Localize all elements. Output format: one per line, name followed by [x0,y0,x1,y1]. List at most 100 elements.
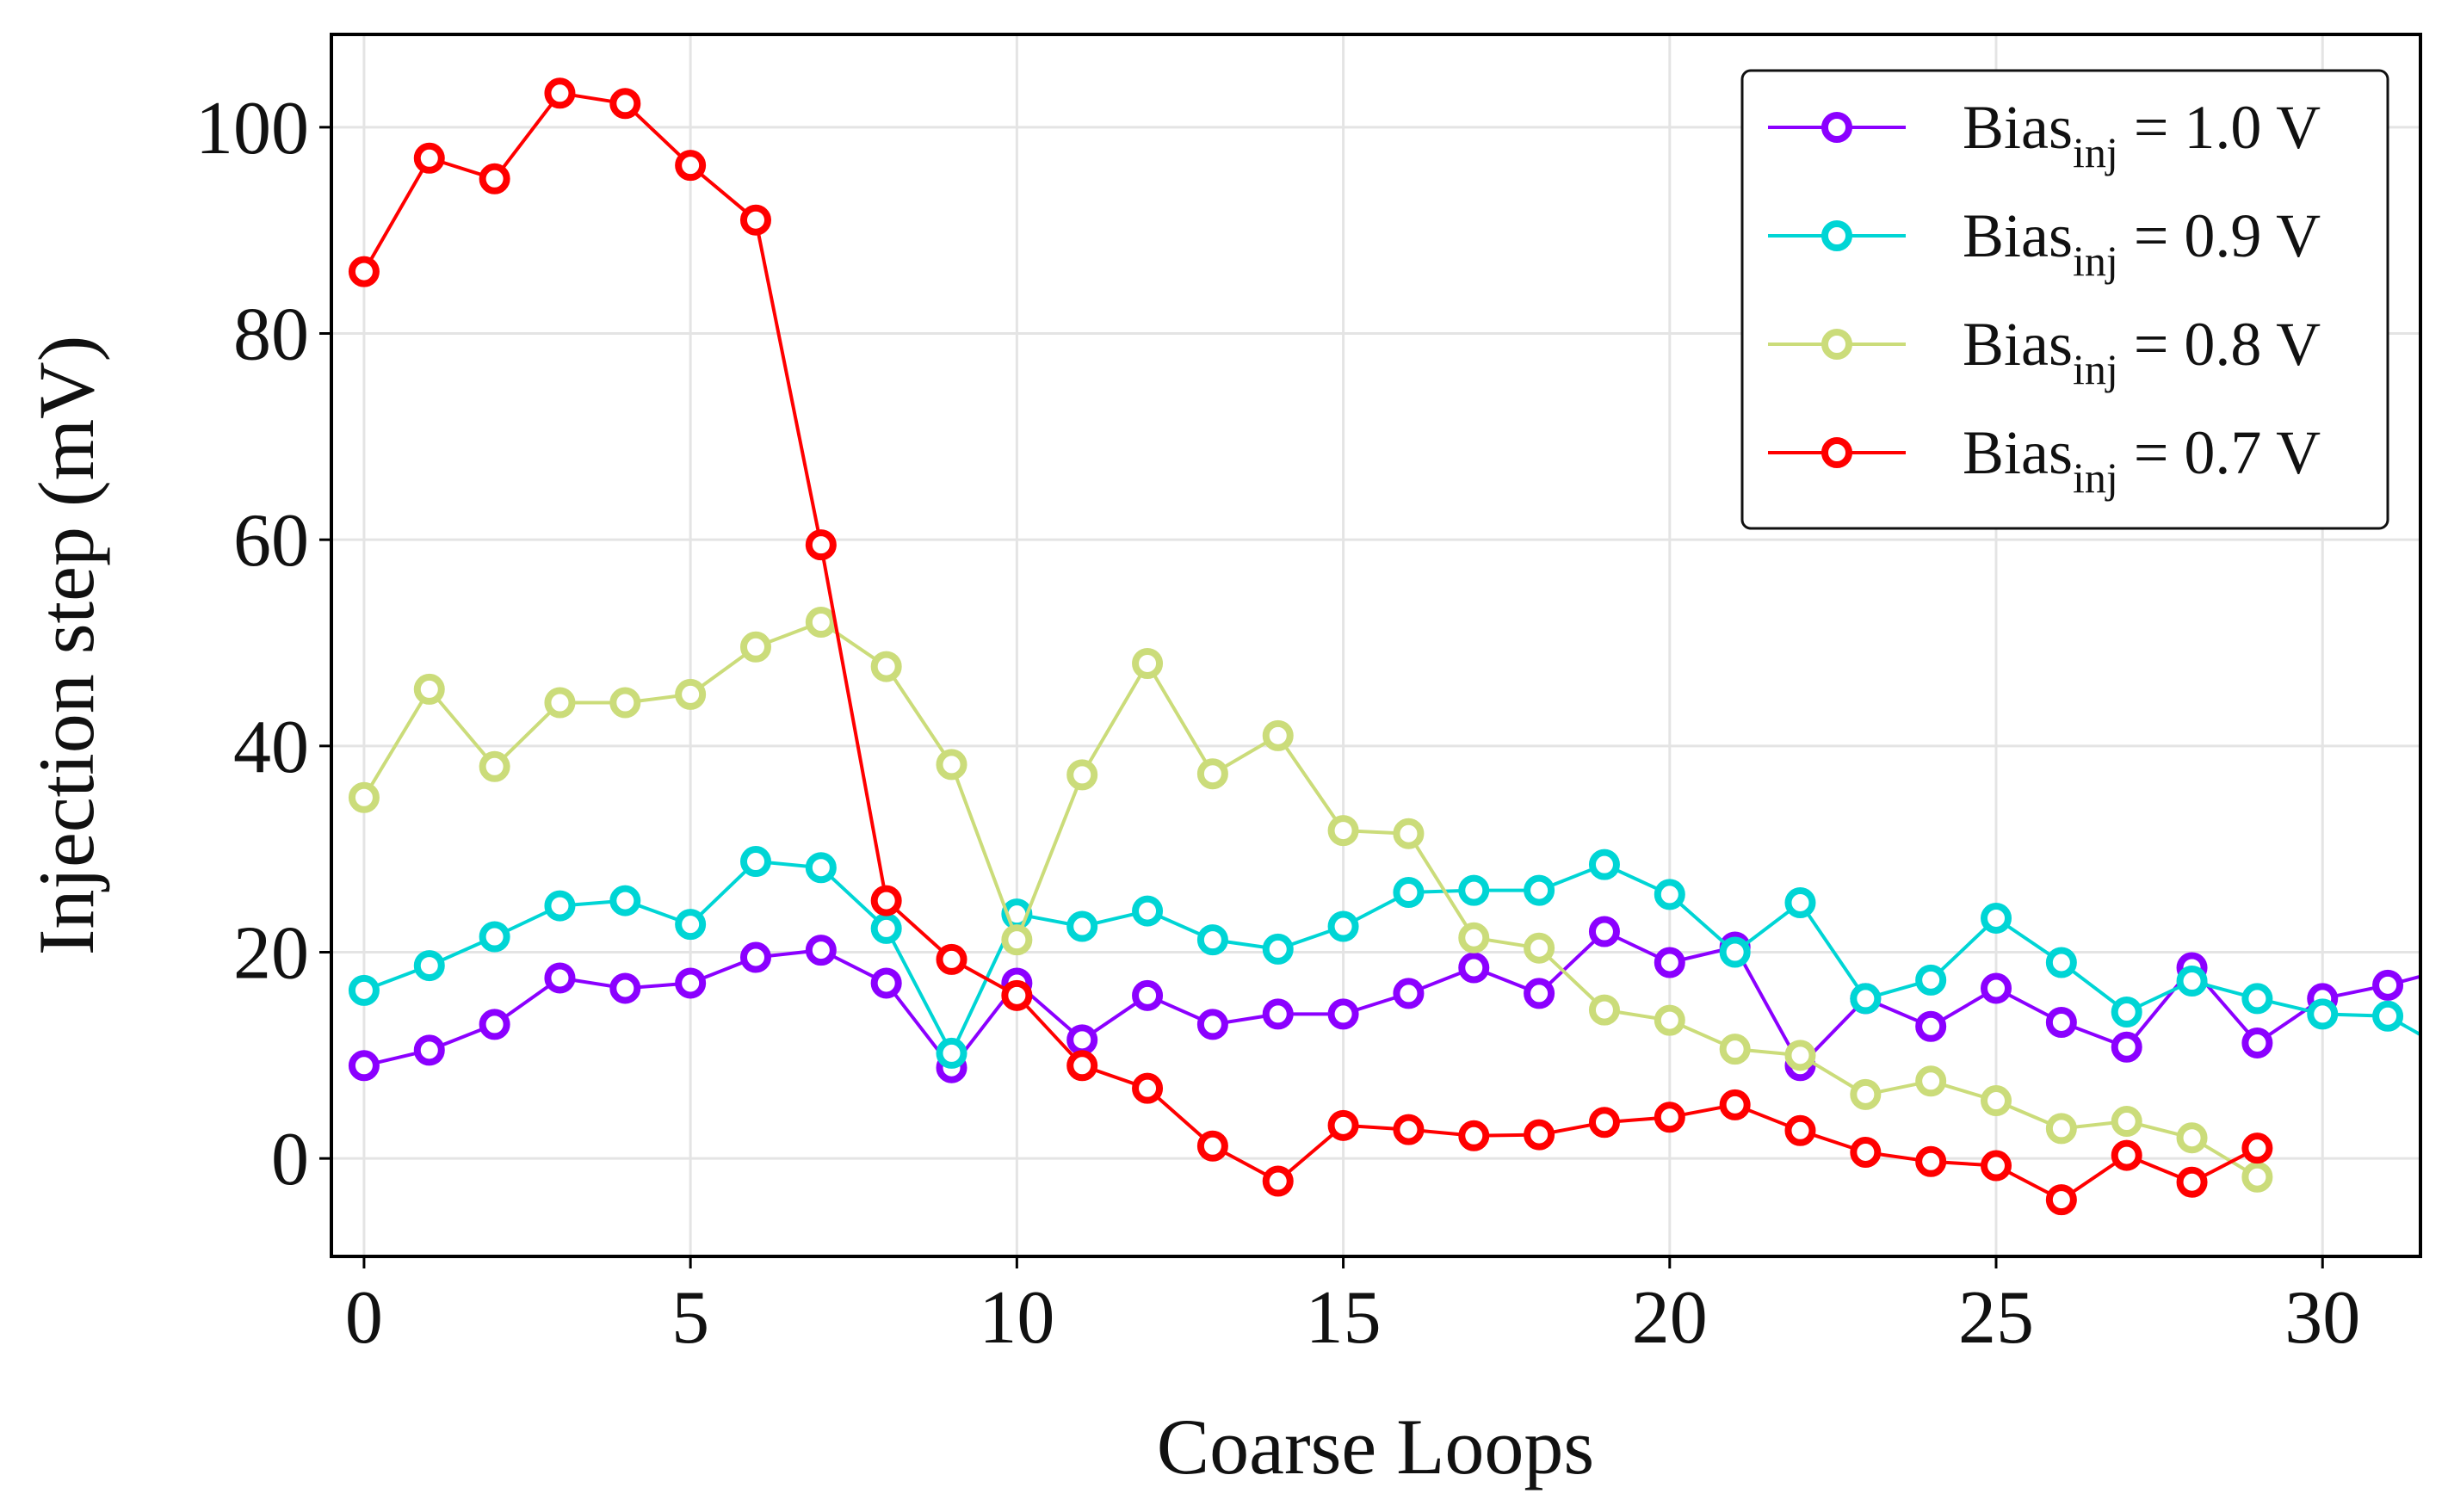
data-point [1981,972,2012,1004]
data-point [2045,947,2077,978]
data-point [936,749,967,781]
data-point [2111,997,2142,1028]
series-3 [348,77,2273,1216]
grid [331,34,2420,1256]
data-point [1915,1065,1947,1097]
data-point [1393,978,1425,1009]
data-point [1066,1050,1098,1082]
ticks: 0 5 10 15 20 25 30 0 20 40 60 80 100 [195,87,2360,1360]
data-point [413,950,445,982]
data-point [675,909,707,941]
data-point [413,142,445,174]
x-tick-label: 0 [345,1276,383,1360]
x-tick-label: 30 [2284,1276,2360,1360]
data-point [1784,886,1816,918]
legend-entry: Biasinj = 0.8 V [1768,310,2321,393]
y-tick-label: 20 [233,911,309,995]
data-point [1588,849,1620,880]
data-point [2045,1006,2077,1038]
data-point [805,935,837,966]
data-point [1588,994,1620,1026]
data-point [1262,998,1294,1030]
legend-entry: Biasinj = 0.7 V [1768,418,2321,502]
data-point [609,885,641,916]
data-point [544,687,576,719]
data-point [1981,902,2012,934]
data-point [609,687,641,719]
y-axis-label: Injection step (mV) [22,336,110,955]
data-point [1066,910,1098,942]
data-point [1654,1102,1685,1133]
data-point [870,912,902,944]
data-point [739,846,771,878]
data-point [1327,910,1359,942]
data-point [479,921,510,953]
y-tick-label: 40 [233,706,309,789]
data-point [2176,966,2208,997]
legend-label: Biasinj = 0.8 V [1963,310,2321,393]
data-point [1001,979,1033,1011]
data-point [348,256,380,287]
data-point [609,88,641,120]
legend: Biasinj = 1.0 V Biasinj = 0.9 V Biasinj = … [1740,69,2389,530]
data-point [1327,998,1359,1030]
data-point [1654,1004,1685,1036]
data-point [2111,1106,2142,1138]
legend-marker [1821,437,1852,468]
data-point [739,941,771,973]
data-point [1850,983,1882,1015]
data-point [739,631,771,663]
legend-marker [1821,220,1852,251]
legend-entry: Biasinj = 0.9 V [1768,201,2321,285]
data-point [1196,758,1228,790]
legend-label: Biasinj = 1.0 V [1963,93,2321,176]
data-point [1719,1089,1751,1120]
data-point [2176,1166,2208,1198]
data-point [2241,1027,2273,1058]
data-point [675,678,707,710]
data-point [1001,924,1033,956]
data-point [1719,936,1751,968]
data-point [1196,1009,1228,1040]
data-point [2241,983,2273,1015]
data-point [348,781,380,813]
data-point [1915,1010,1947,1042]
series-1 [348,846,2420,1069]
data-point [1393,818,1425,849]
data-point [2307,998,2339,1030]
data-point [2241,1161,2273,1193]
data-point [479,750,510,782]
data-point [348,974,380,1006]
data-point [1132,979,1164,1011]
data-point [1393,876,1425,908]
data-point [1850,1078,1882,1110]
data-point [1262,719,1294,751]
data-point [1915,964,1947,996]
legend-marker [1821,329,1852,360]
data-point [2372,969,2404,1001]
data-point [1327,815,1359,847]
data-point [1524,874,1555,906]
series-layer [348,77,2420,1216]
legend-entry: Biasinj = 1.0 V [1768,93,2321,176]
data-point [1262,1165,1294,1197]
data-point [739,204,771,236]
data-point [1784,1040,1816,1071]
y-tick-label: 0 [271,1118,309,1201]
x-tick-label: 5 [671,1276,709,1360]
data-point [1719,1034,1751,1065]
data-point [1981,1085,2012,1117]
data-point [805,607,837,639]
x-tick-label: 10 [979,1276,1054,1360]
data-point [348,1050,380,1082]
data-point [1458,952,1490,984]
data-point [1132,647,1164,679]
data-point [1196,1130,1228,1162]
data-point [1262,933,1294,965]
data-point [2241,1132,2273,1164]
data-point [870,967,902,999]
plot-frame [330,33,2422,1258]
data-point [1327,1109,1359,1141]
data-point [1066,1024,1098,1056]
